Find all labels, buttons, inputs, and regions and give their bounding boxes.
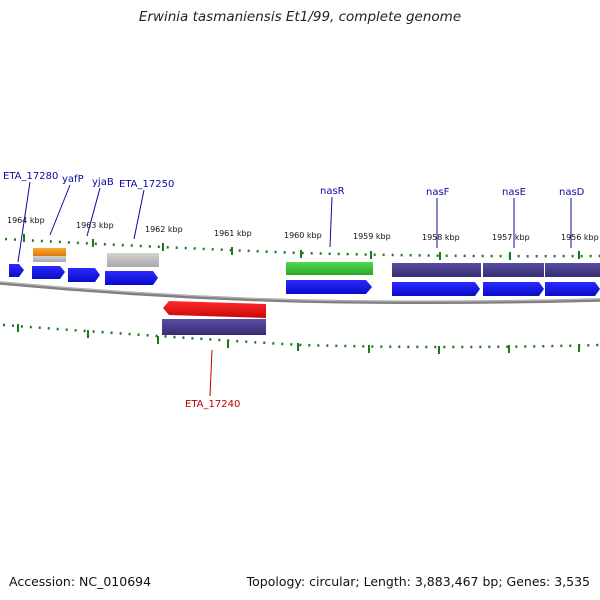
gene-label[interactable]: yjaB	[92, 177, 114, 188]
reverse-feature-row	[162, 301, 266, 335]
gene-label-reverse[interactable]: ETA_17240	[185, 399, 240, 410]
gene-arrow-forward[interactable]	[105, 271, 158, 285]
leader-line-reverse	[209, 349, 213, 397]
reverse-track-dots	[2, 323, 600, 349]
gene-feature-purple[interactable]	[392, 263, 481, 277]
map-title: Erwinia tasmaniensis Et1/99, complete ge…	[138, 9, 462, 25]
tick-label: 1963 kbp	[76, 221, 114, 230]
gene-label[interactable]: ETA_17280	[3, 171, 58, 182]
leader-line	[133, 189, 145, 240]
tick-label: 1964 kbp	[7, 216, 45, 225]
gene-feature-purple[interactable]	[545, 263, 600, 277]
gene-arrow-forward[interactable]	[392, 282, 480, 296]
gene-label[interactable]: nasR	[320, 186, 345, 197]
gene-feature-grey[interactable]	[33, 256, 66, 262]
gene-arrow-forward[interactable]	[9, 264, 24, 277]
gene-feature-purple[interactable]	[483, 263, 544, 277]
accession-text: Accession: NC_010694	[9, 574, 152, 589]
tick-label: 1961 kbp	[214, 229, 252, 238]
forward-feature-row-upper	[33, 248, 600, 277]
genome-backbone-highlight	[0, 281, 600, 302]
tick-label: 1962 kbp	[145, 225, 183, 234]
leader-line	[17, 181, 31, 263]
genome-backbone	[0, 281, 600, 305]
leader-line	[49, 184, 71, 236]
leader-line	[86, 187, 101, 237]
gene-label[interactable]: nasE	[502, 187, 526, 198]
forward-feature-row-lower	[9, 264, 600, 296]
gene-label[interactable]: ETA_17250	[119, 179, 174, 190]
gene-label[interactable]: yafP	[62, 174, 84, 185]
reverse-major-ticks	[17, 324, 580, 354]
gene-arrow-forward[interactable]	[68, 268, 100, 282]
leader-lines	[17, 181, 572, 263]
gene-arrow-forward[interactable]	[545, 282, 600, 296]
tick-label: 1959 kbp	[353, 232, 391, 241]
tick-label: 1958 kbp	[422, 233, 460, 242]
leader-line	[329, 196, 333, 248]
gene-feature-green[interactable]	[286, 262, 373, 275]
gene-label[interactable]: nasF	[426, 187, 450, 198]
gene-label[interactable]: nasD	[559, 187, 585, 198]
gene-feature-purple[interactable]	[162, 319, 266, 335]
genome-summary-text: Topology: circular; Length: 3,883,467 bp…	[246, 574, 590, 589]
gene-feature-grey[interactable]	[107, 253, 159, 267]
gene-feature-orange[interactable]	[33, 248, 66, 256]
forward-major-ticks	[23, 234, 580, 260]
gene-arrow-forward[interactable]	[483, 282, 544, 296]
gene-arrow-forward[interactable]	[286, 280, 372, 294]
gene-arrow-reverse[interactable]	[163, 301, 266, 318]
tick-label: 1960 kbp	[284, 231, 322, 240]
tick-label: 1956 kbp	[561, 233, 599, 242]
gene-arrow-forward[interactable]	[32, 266, 65, 279]
tick-label: 1957 kbp	[492, 233, 530, 242]
